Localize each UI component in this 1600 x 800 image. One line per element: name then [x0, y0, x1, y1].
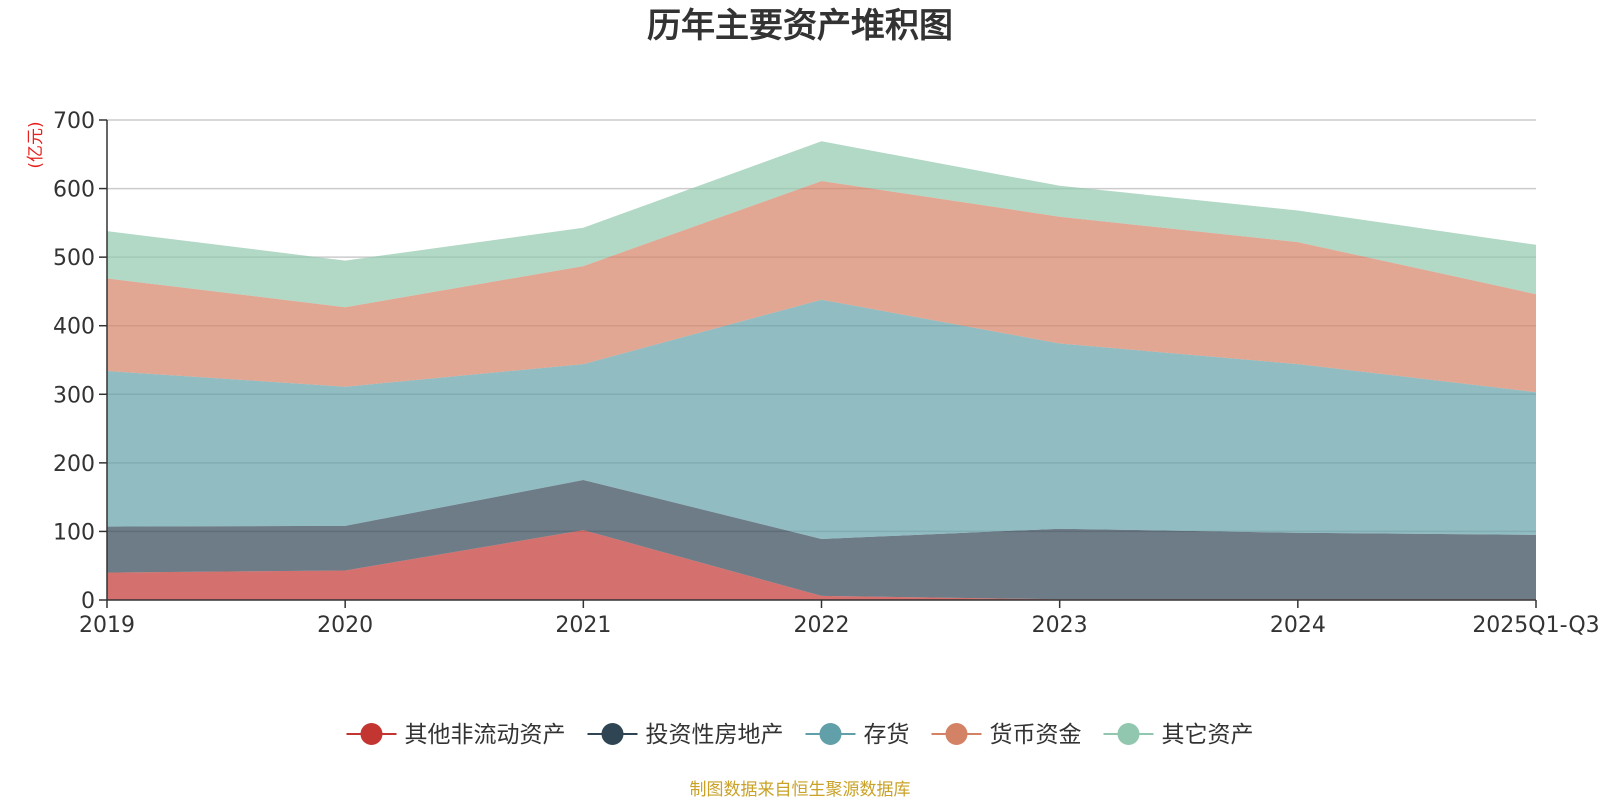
y-tick-label: 200	[53, 452, 95, 477]
x-tick-label: 2025Q1-Q3	[1472, 613, 1599, 638]
x-tick-label: 2020	[317, 613, 373, 638]
x-tick-label: 2021	[555, 613, 611, 638]
legend-marker	[945, 723, 968, 745]
y-tick-label: 300	[53, 383, 95, 408]
legend: 其他非流动资产 投资性房地产 存货 货币资金 其它资产	[346, 722, 1254, 748]
y-tick-label: 0	[81, 589, 95, 614]
legend-item-2[interactable]: 投资性房地产	[587, 722, 784, 748]
legend-item-4[interactable]: 货币资金	[931, 722, 1082, 748]
data-source-note: 制图数据来自恒生聚源数据库	[690, 780, 911, 800]
area-series-4	[107, 181, 1536, 393]
area-series-5	[107, 141, 1536, 308]
legend-marker	[819, 723, 842, 745]
x-tick-label: 2022	[794, 613, 850, 638]
area-series-3	[107, 299, 1536, 539]
x-tick-label: 2023	[1032, 613, 1088, 638]
y-tick-label: 400	[53, 315, 95, 340]
legend-label: 其他非流动资产	[405, 722, 566, 748]
x-tick-label: 2024	[1270, 613, 1326, 638]
legend-item-5[interactable]: 其它资产	[1103, 722, 1254, 748]
legend-label: 其它资产	[1162, 722, 1254, 748]
y-tick-label: 600	[53, 178, 95, 203]
area-series-group	[107, 141, 1536, 600]
chart-title: 历年主要资产堆积图	[647, 6, 953, 46]
legend-label: 存货	[864, 722, 910, 748]
legend-label: 投资性房地产	[646, 722, 784, 748]
y-tick-label: 700	[53, 109, 95, 134]
legend-item-3[interactable]: 存货	[805, 722, 910, 748]
y-tick-label: 500	[53, 246, 95, 271]
legend-marker	[360, 723, 383, 745]
area-series-2	[107, 480, 1536, 600]
y-tick-label: 100	[53, 520, 95, 545]
legend-item-1[interactable]: 其他非流动资产	[346, 722, 566, 748]
y-axis-unit-label: (亿元)	[26, 121, 46, 168]
legend-marker	[1117, 723, 1140, 745]
axes: 0 100 200 300 400 500 600 700 2019 2020 2021 2022 20…	[53, 109, 1600, 638]
legend-label: 货币资金	[990, 722, 1082, 748]
area-series-1	[107, 530, 1536, 600]
x-tick-label: 2019	[79, 613, 135, 638]
legend-marker	[601, 723, 624, 745]
